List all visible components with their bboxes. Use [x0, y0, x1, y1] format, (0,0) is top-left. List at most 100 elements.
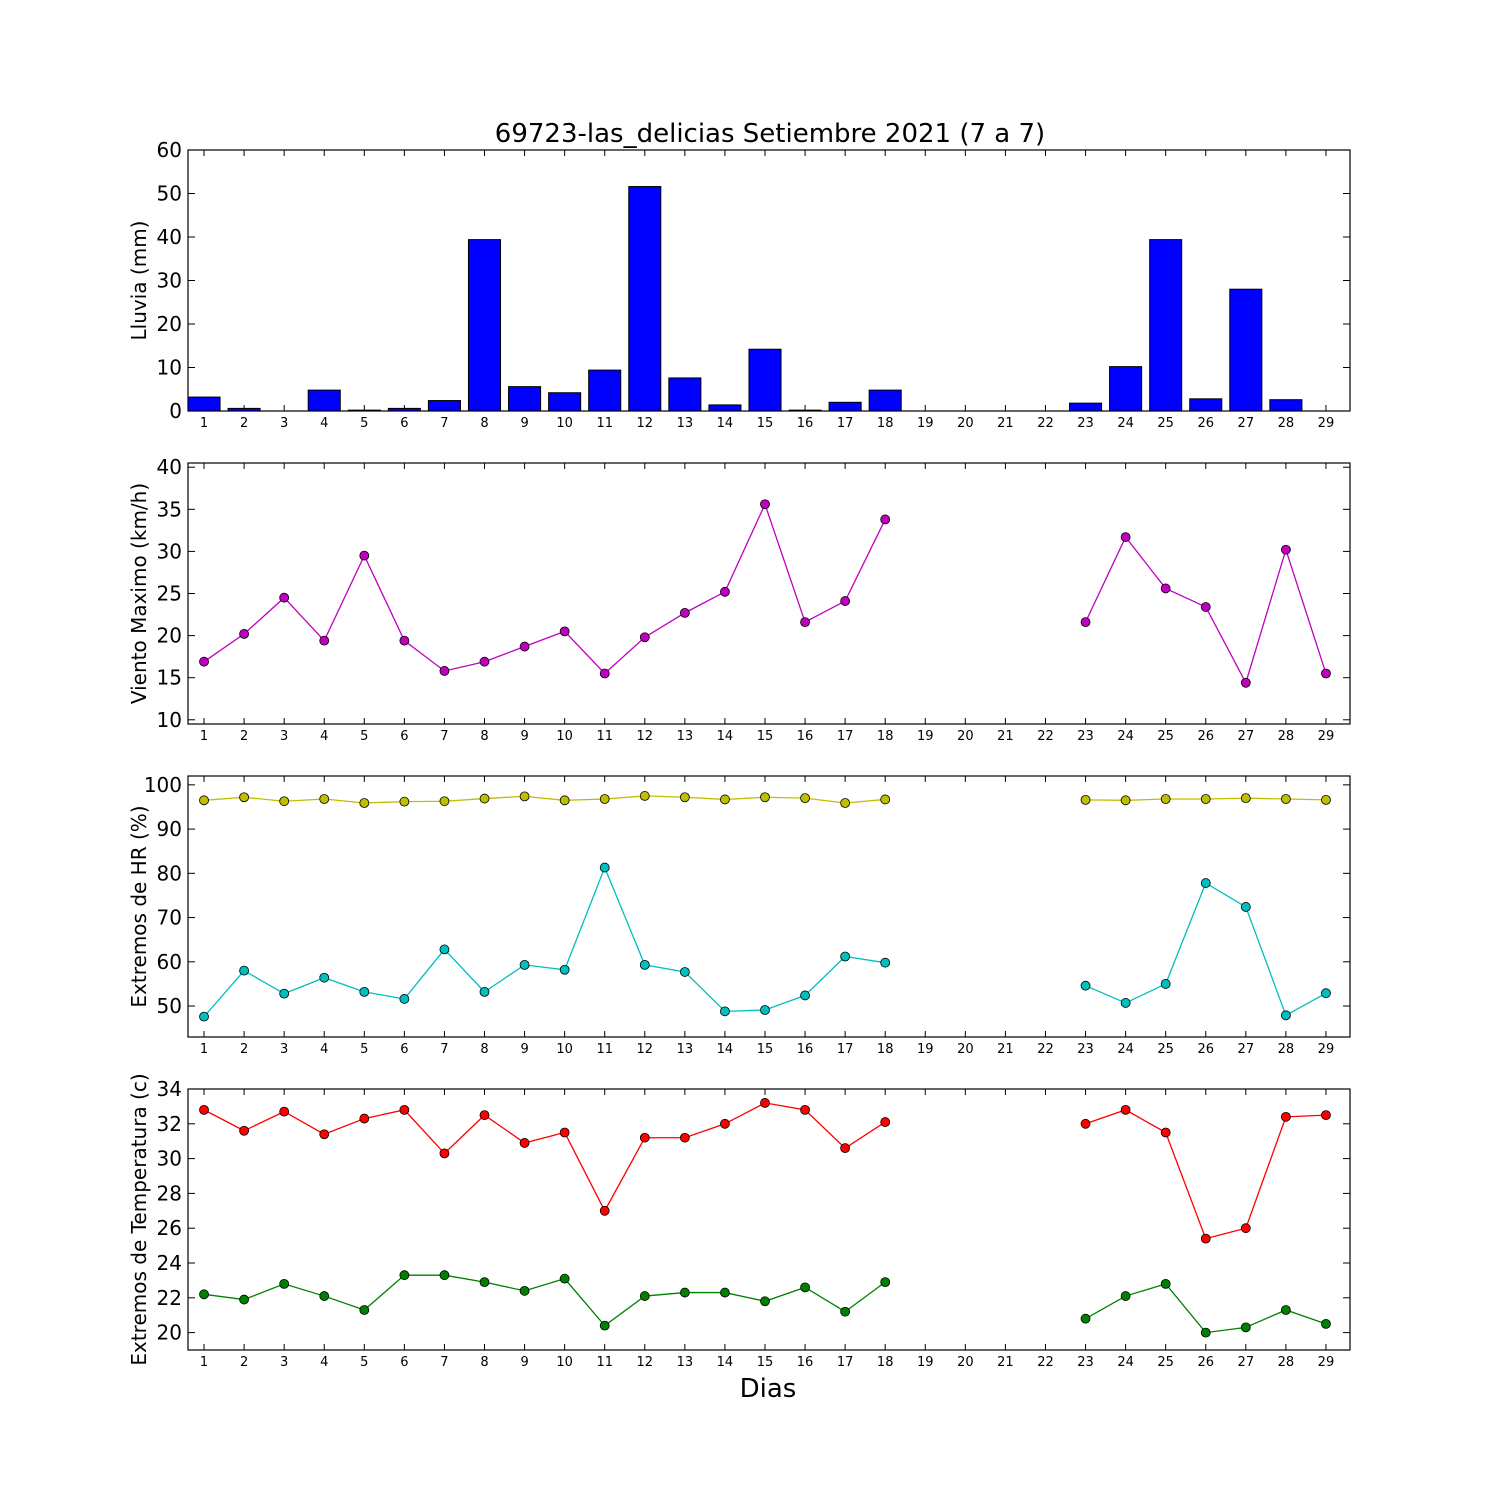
- x-tick-label: 24: [1117, 1042, 1134, 1057]
- x-tick-label: 12: [637, 1042, 654, 1057]
- y-tick-label: 0: [169, 399, 182, 423]
- data-point: [1120, 1104, 1131, 1115]
- data-point: [319, 635, 330, 646]
- data-point: [760, 792, 770, 803]
- x-tick-label: 25: [1157, 1355, 1174, 1370]
- data-point: [599, 1205, 610, 1216]
- x-tick-label: 27: [1238, 1355, 1255, 1370]
- data-point: [1160, 979, 1171, 989]
- data-point: [359, 986, 370, 997]
- y-tick-label: 20: [157, 1321, 182, 1345]
- x-tick-label: 16: [797, 729, 814, 744]
- data-point: [1160, 1278, 1171, 1289]
- data-point: [239, 792, 249, 803]
- data-point: [479, 986, 490, 997]
- data-point: [880, 1117, 891, 1127]
- x-tick-label: 14: [717, 729, 734, 744]
- data-point: [1200, 1327, 1211, 1338]
- data-point: [760, 1005, 770, 1015]
- data-point: [1160, 583, 1171, 594]
- data-point: [559, 1273, 570, 1284]
- data-point: [1280, 794, 1291, 804]
- x-tick-label: 29: [1318, 729, 1335, 744]
- series-line: [203, 1274, 886, 1327]
- data-point: [1280, 544, 1291, 555]
- x-tick-label: 21: [997, 1355, 1014, 1370]
- data-point: [199, 1289, 209, 1300]
- y-tick-label: 50: [157, 994, 182, 1018]
- x-tick-label: 1: [200, 1355, 208, 1370]
- data-point: [1240, 793, 1251, 804]
- series-line: [203, 502, 886, 675]
- data-point: [199, 1104, 209, 1115]
- data-point: [840, 951, 851, 962]
- data-point: [279, 988, 290, 999]
- bar: [548, 392, 582, 412]
- x-tick-label: 9: [520, 1042, 528, 1057]
- x-tick-label: 17: [837, 1355, 854, 1370]
- y-axis-label: Extremos de Temperatura (c): [127, 1073, 151, 1365]
- x-tick-label: 18: [877, 1042, 894, 1057]
- data-point: [559, 964, 570, 975]
- x-tick-label: 23: [1077, 1355, 1094, 1370]
- data-point: [1200, 878, 1211, 888]
- x-tick-label: 4: [320, 416, 328, 431]
- bar: [588, 369, 622, 412]
- x-tick-label: 15: [757, 1042, 774, 1057]
- y-axis-label: Extremos de HR (%): [127, 805, 151, 1007]
- data-point: [559, 795, 570, 806]
- y-tick-label: 30: [157, 539, 182, 563]
- y-tick-label: 50: [157, 182, 182, 206]
- data-point: [1321, 1319, 1331, 1329]
- x-tick-label: 6: [400, 416, 408, 431]
- data-point: [519, 1285, 530, 1296]
- data-point: [239, 965, 249, 976]
- x-tick-label: 28: [1278, 1042, 1295, 1057]
- data-point: [720, 1006, 730, 1017]
- data-point: [279, 1106, 290, 1117]
- x-tick-label: 20: [957, 1355, 974, 1370]
- x-tick-label: 18: [877, 729, 894, 744]
- bar: [1069, 402, 1103, 412]
- data-point: [519, 641, 530, 652]
- data-point: [880, 957, 891, 968]
- x-tick-label: 4: [320, 1355, 328, 1370]
- data-point: [199, 1011, 209, 1022]
- x-tick-label: 14: [717, 1355, 734, 1370]
- x-tick-label: 14: [717, 416, 734, 431]
- y-tick-label: 100: [144, 773, 182, 797]
- bar: [828, 401, 862, 412]
- x-tick-label: 13: [677, 1042, 694, 1057]
- x-tick-label: 9: [520, 1355, 528, 1370]
- data-point: [720, 794, 730, 805]
- x-tick-label: 6: [400, 1355, 408, 1370]
- x-tick-label: 7: [440, 1355, 448, 1370]
- x-tick-label: 1: [200, 416, 208, 431]
- x-tick-label: 11: [596, 729, 613, 744]
- data-point: [319, 1129, 330, 1140]
- x-tick-label: 23: [1077, 1042, 1094, 1057]
- data-point: [279, 592, 290, 603]
- x-tick-label: 13: [677, 1355, 694, 1370]
- x-tick-label: 7: [440, 416, 448, 431]
- bar: [708, 404, 742, 412]
- x-tick-label: 28: [1278, 416, 1295, 431]
- series-line: [1085, 1109, 1326, 1240]
- x-tick-label: 3: [280, 1355, 288, 1370]
- x-tick-label: 3: [280, 416, 288, 431]
- series-line: [203, 795, 886, 804]
- bar: [347, 409, 381, 412]
- data-point: [880, 514, 891, 525]
- x-tick-label: 26: [1197, 416, 1214, 431]
- data-point: [1200, 794, 1211, 804]
- x-tick-label: 21: [997, 416, 1014, 431]
- chart-title: 69723-las_delicias Setiembre 2021 (7 a 7…: [495, 119, 1045, 149]
- x-tick-label: 20: [957, 1042, 974, 1057]
- x-tick-label: 2: [240, 416, 248, 431]
- data-point: [840, 1143, 851, 1154]
- x-tick-label: 5: [360, 1042, 368, 1057]
- x-tick-label: 8: [480, 416, 488, 431]
- y-tick-label: 34: [157, 1077, 182, 1101]
- x-tick-label: 18: [877, 1355, 894, 1370]
